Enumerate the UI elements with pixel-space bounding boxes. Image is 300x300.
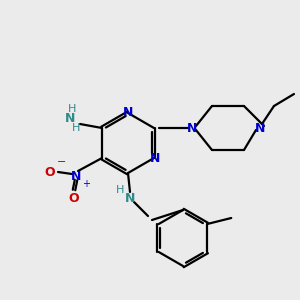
Text: H: H [116,185,124,195]
Text: H: H [72,123,80,133]
Text: N: N [125,191,135,205]
Text: N: N [71,169,81,182]
Text: H: H [68,104,76,114]
Text: −: − [57,157,67,167]
Text: N: N [150,152,160,164]
Text: O: O [45,166,55,178]
Text: O: O [69,191,79,205]
Text: +: + [82,179,90,189]
Text: N: N [187,122,197,134]
Text: N: N [255,122,265,134]
Text: N: N [123,106,133,118]
Text: N: N [65,112,75,125]
